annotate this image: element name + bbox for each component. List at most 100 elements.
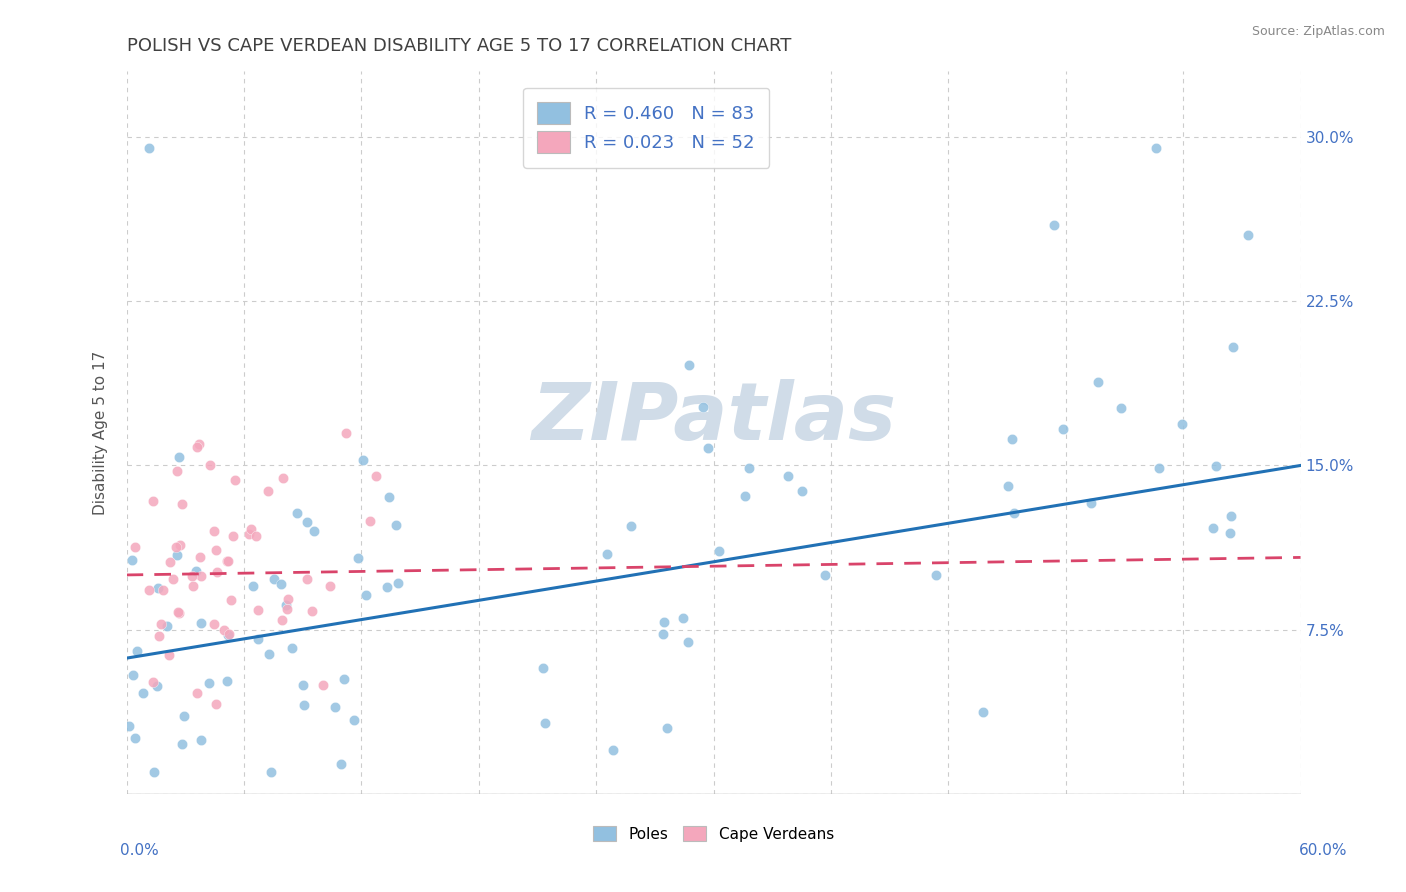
- Point: [596, 547, 619, 561]
- Point: [242, 579, 264, 593]
- Point: [217, 553, 239, 567]
- Point: [167, 606, 190, 620]
- Point: [620, 518, 643, 533]
- Point: [245, 529, 267, 543]
- Point: [190, 569, 212, 583]
- Point: [972, 705, 994, 719]
- Legend: Poles, Cape Verdeans: Poles, Cape Verdeans: [588, 820, 839, 847]
- Point: [166, 464, 188, 478]
- Point: [218, 627, 240, 641]
- Point: [1001, 432, 1024, 446]
- Point: [148, 629, 170, 643]
- Point: [301, 603, 323, 617]
- Point: [734, 489, 756, 503]
- Y-axis label: Disability Age 5 to 17: Disability Age 5 to 17: [93, 351, 108, 515]
- Point: [124, 540, 146, 554]
- Point: [198, 458, 221, 473]
- Point: [190, 732, 212, 747]
- Point: [672, 610, 695, 624]
- Point: [997, 479, 1019, 493]
- Point: [276, 602, 298, 616]
- Point: [1149, 460, 1171, 475]
- Point: [295, 515, 318, 529]
- Point: [204, 697, 226, 711]
- Point: [186, 564, 208, 578]
- Point: [378, 490, 401, 504]
- Point: [271, 613, 294, 627]
- Point: [202, 617, 225, 632]
- Point: [1144, 141, 1167, 155]
- Point: [1170, 417, 1192, 431]
- Point: [1052, 422, 1074, 436]
- Point: [1219, 509, 1241, 524]
- Point: [181, 569, 204, 583]
- Point: [186, 440, 208, 454]
- Point: [240, 522, 263, 536]
- Point: [1002, 506, 1025, 520]
- Point: [319, 578, 342, 592]
- Point: [142, 675, 165, 690]
- Point: [188, 550, 211, 565]
- Point: [138, 582, 160, 597]
- Text: Source: ZipAtlas.com: Source: ZipAtlas.com: [1251, 25, 1385, 38]
- Point: [531, 661, 554, 675]
- Point: [330, 756, 353, 771]
- Point: [652, 615, 675, 629]
- Point: [125, 644, 148, 658]
- Point: [167, 450, 190, 464]
- Point: [263, 572, 285, 586]
- Point: [142, 764, 165, 779]
- Point: [335, 425, 357, 440]
- Point: [692, 401, 714, 415]
- Point: [1080, 496, 1102, 510]
- Text: 60.0%: 60.0%: [1299, 843, 1347, 858]
- Point: [188, 437, 211, 451]
- Point: [202, 524, 225, 539]
- Point: [347, 550, 370, 565]
- Point: [356, 588, 378, 602]
- Point: [276, 598, 298, 612]
- Point: [165, 541, 187, 555]
- Point: [534, 715, 557, 730]
- Point: [170, 737, 193, 751]
- Point: [312, 677, 335, 691]
- Point: [162, 573, 184, 587]
- Point: [602, 742, 624, 756]
- Point: [287, 506, 309, 520]
- Point: [352, 453, 374, 467]
- Point: [364, 468, 387, 483]
- Point: [1202, 521, 1225, 535]
- Point: [260, 764, 283, 779]
- Point: [292, 678, 315, 692]
- Point: [387, 576, 409, 591]
- Point: [197, 675, 219, 690]
- Point: [1222, 340, 1244, 354]
- Point: [323, 700, 346, 714]
- Point: [132, 685, 155, 699]
- Text: 0.0%: 0.0%: [120, 843, 159, 858]
- Point: [217, 628, 239, 642]
- Point: [238, 527, 260, 541]
- Point: [657, 722, 679, 736]
- Point: [270, 577, 292, 591]
- Point: [190, 616, 212, 631]
- Point: [247, 602, 270, 616]
- Point: [304, 524, 326, 538]
- Point: [1043, 218, 1066, 232]
- Point: [1109, 401, 1132, 416]
- Point: [696, 441, 718, 455]
- Point: [146, 582, 169, 596]
- Point: [247, 632, 270, 646]
- Point: [1219, 525, 1241, 540]
- Point: [166, 548, 188, 562]
- Point: [121, 553, 143, 567]
- Point: [676, 635, 699, 649]
- Point: [207, 565, 229, 579]
- Point: [217, 554, 239, 568]
- Point: [1205, 459, 1227, 474]
- Point: [924, 568, 946, 582]
- Point: [173, 709, 195, 723]
- Point: [295, 572, 318, 586]
- Text: POLISH VS CAPE VERDEAN DISABILITY AGE 5 TO 17 CORRELATION CHART: POLISH VS CAPE VERDEAN DISABILITY AGE 5 …: [127, 37, 792, 54]
- Point: [145, 679, 167, 693]
